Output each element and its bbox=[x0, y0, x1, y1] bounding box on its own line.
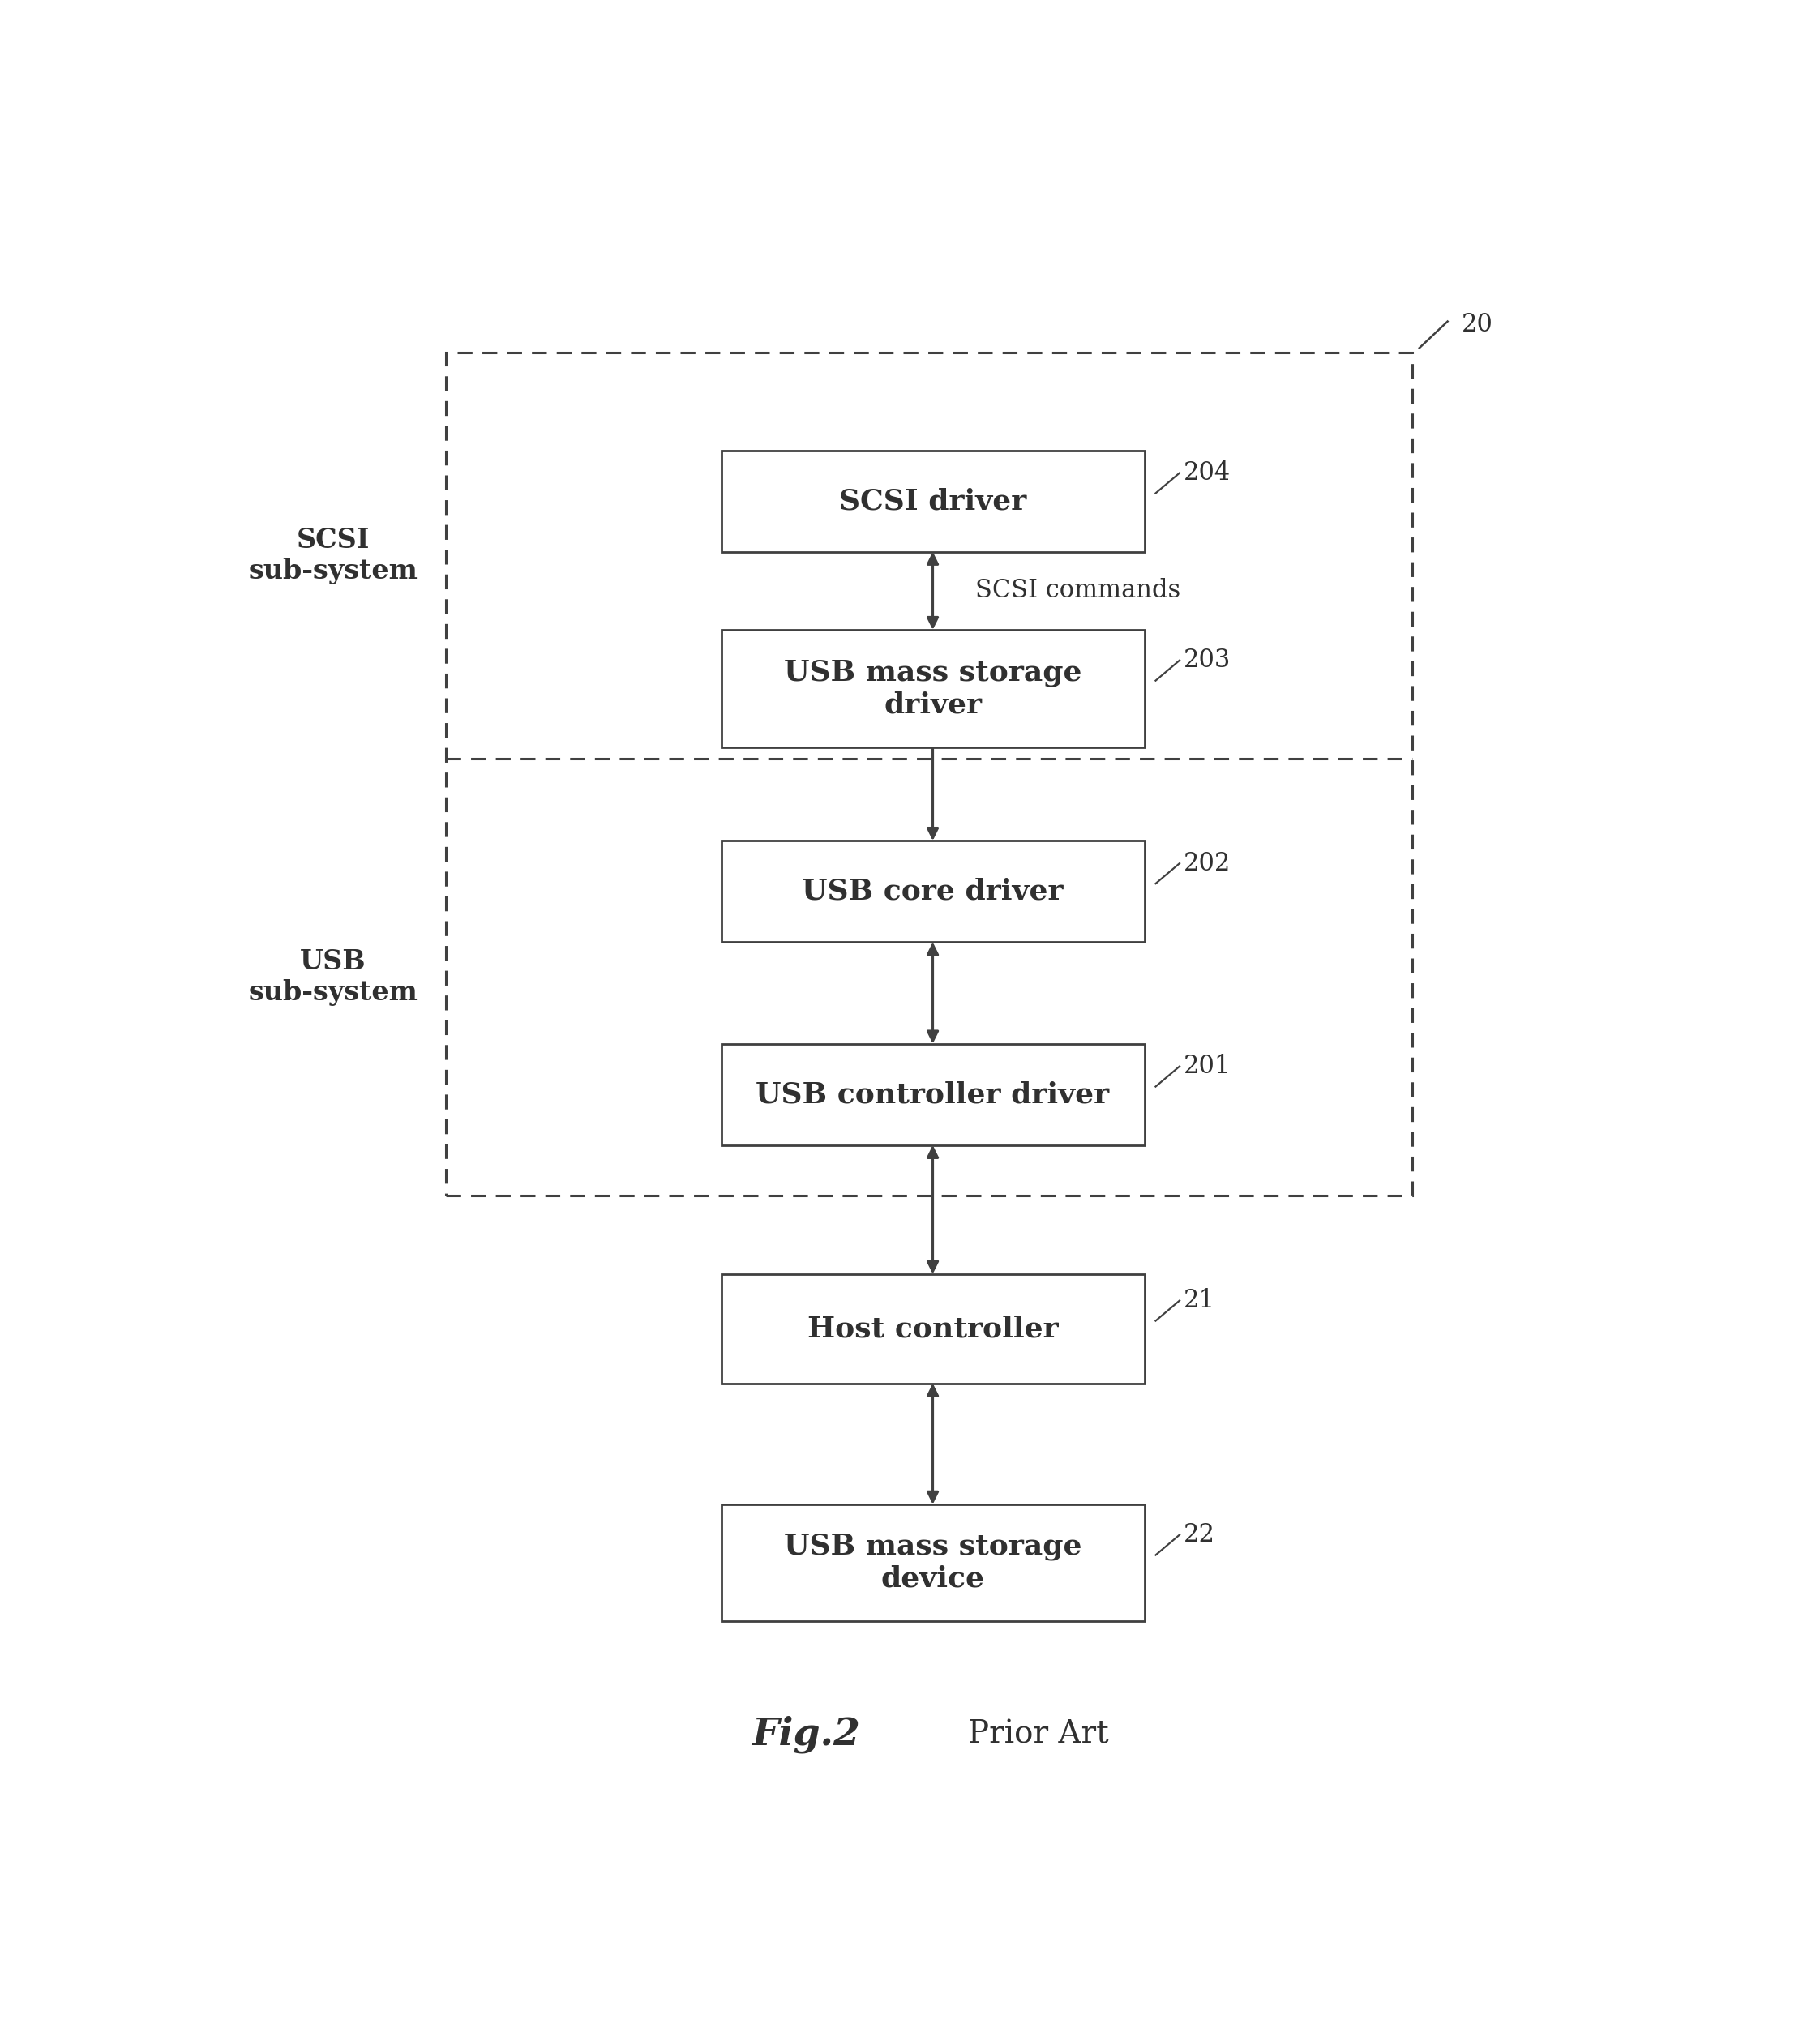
Text: 203: 203 bbox=[1183, 647, 1230, 673]
Bar bbox=[721, 1274, 1145, 1383]
Text: 22: 22 bbox=[1183, 1523, 1216, 1547]
Text: 20: 20 bbox=[1461, 312, 1492, 337]
Text: 204: 204 bbox=[1183, 460, 1230, 485]
Bar bbox=[446, 353, 1412, 1197]
Text: Host controller: Host controller bbox=[808, 1314, 1057, 1343]
Text: 202: 202 bbox=[1183, 850, 1230, 876]
Text: SCSI
sub-system: SCSI sub-system bbox=[249, 527, 419, 584]
Bar bbox=[721, 450, 1145, 552]
Text: SCSI commands: SCSI commands bbox=[976, 578, 1181, 604]
Text: USB mass storage
driver: USB mass storage driver bbox=[784, 659, 1081, 718]
Bar bbox=[721, 631, 1145, 746]
Text: USB core driver: USB core driver bbox=[803, 878, 1063, 904]
Text: 21: 21 bbox=[1183, 1288, 1216, 1312]
Bar bbox=[721, 1505, 1145, 1622]
Text: Prior Art: Prior Art bbox=[968, 1720, 1108, 1750]
Bar bbox=[721, 842, 1145, 943]
Text: USB
sub-system: USB sub-system bbox=[249, 949, 419, 1006]
Text: Fig.2: Fig.2 bbox=[752, 1716, 861, 1754]
Text: 201: 201 bbox=[1183, 1055, 1230, 1079]
Bar bbox=[721, 1044, 1145, 1146]
Text: SCSI driver: SCSI driver bbox=[839, 487, 1026, 515]
Text: USB controller driver: USB controller driver bbox=[755, 1081, 1110, 1107]
Text: USB mass storage
device: USB mass storage device bbox=[784, 1533, 1081, 1592]
